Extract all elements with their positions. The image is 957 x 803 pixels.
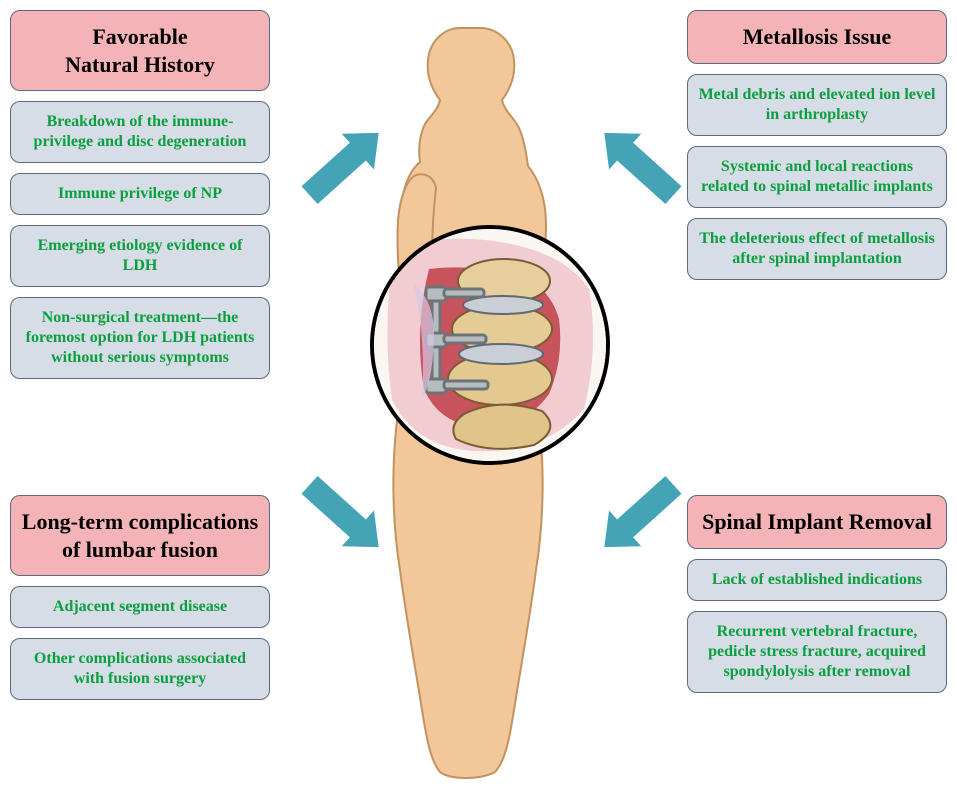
title-favorable-natural-history: Favorable Natural History bbox=[10, 10, 270, 91]
item-br-0: Lack of established indications bbox=[687, 559, 947, 601]
arrow-bottom-right bbox=[585, 470, 695, 560]
item-tl-0: Breakdown of the immune-privilege and di… bbox=[10, 101, 270, 163]
item-tl-3: Non-surgical treatment—the foremost opti… bbox=[10, 297, 270, 379]
title-metallosis-issue: Metallosis Issue bbox=[687, 10, 947, 64]
item-br-1: Recurrent vertebral fracture, pedicle st… bbox=[687, 611, 947, 693]
section-top-left: Favorable Natural History Breakdown of t… bbox=[10, 10, 270, 379]
item-tl-2: Emerging etiology evidence of LDH bbox=[10, 225, 270, 287]
spine-detail-circle bbox=[370, 225, 610, 465]
section-bottom-left: Long-term complications of lumbar fusion… bbox=[10, 495, 270, 700]
item-tr-1: Systemic and local reactions related to … bbox=[687, 146, 947, 208]
arrow-top-right bbox=[585, 120, 695, 210]
section-bottom-right: Spinal Implant Removal Lack of establish… bbox=[687, 495, 947, 693]
arrow-bottom-left bbox=[288, 470, 398, 560]
item-tl-1: Immune privilege of NP bbox=[10, 173, 270, 215]
item-tr-0: Metal debris and elevated ion level in a… bbox=[687, 74, 947, 136]
item-bl-1: Other complications associated with fusi… bbox=[10, 638, 270, 700]
title-long-term-complications: Long-term complications of lumbar fusion bbox=[10, 495, 270, 576]
item-bl-0: Adjacent segment disease bbox=[10, 586, 270, 628]
item-tr-2: The deleterious effect of metallosis aft… bbox=[687, 218, 947, 280]
title-spinal-implant-removal: Spinal Implant Removal bbox=[687, 495, 947, 549]
arrow-top-left bbox=[288, 120, 398, 210]
section-top-right: Metallosis Issue Metal debris and elevat… bbox=[687, 10, 947, 280]
